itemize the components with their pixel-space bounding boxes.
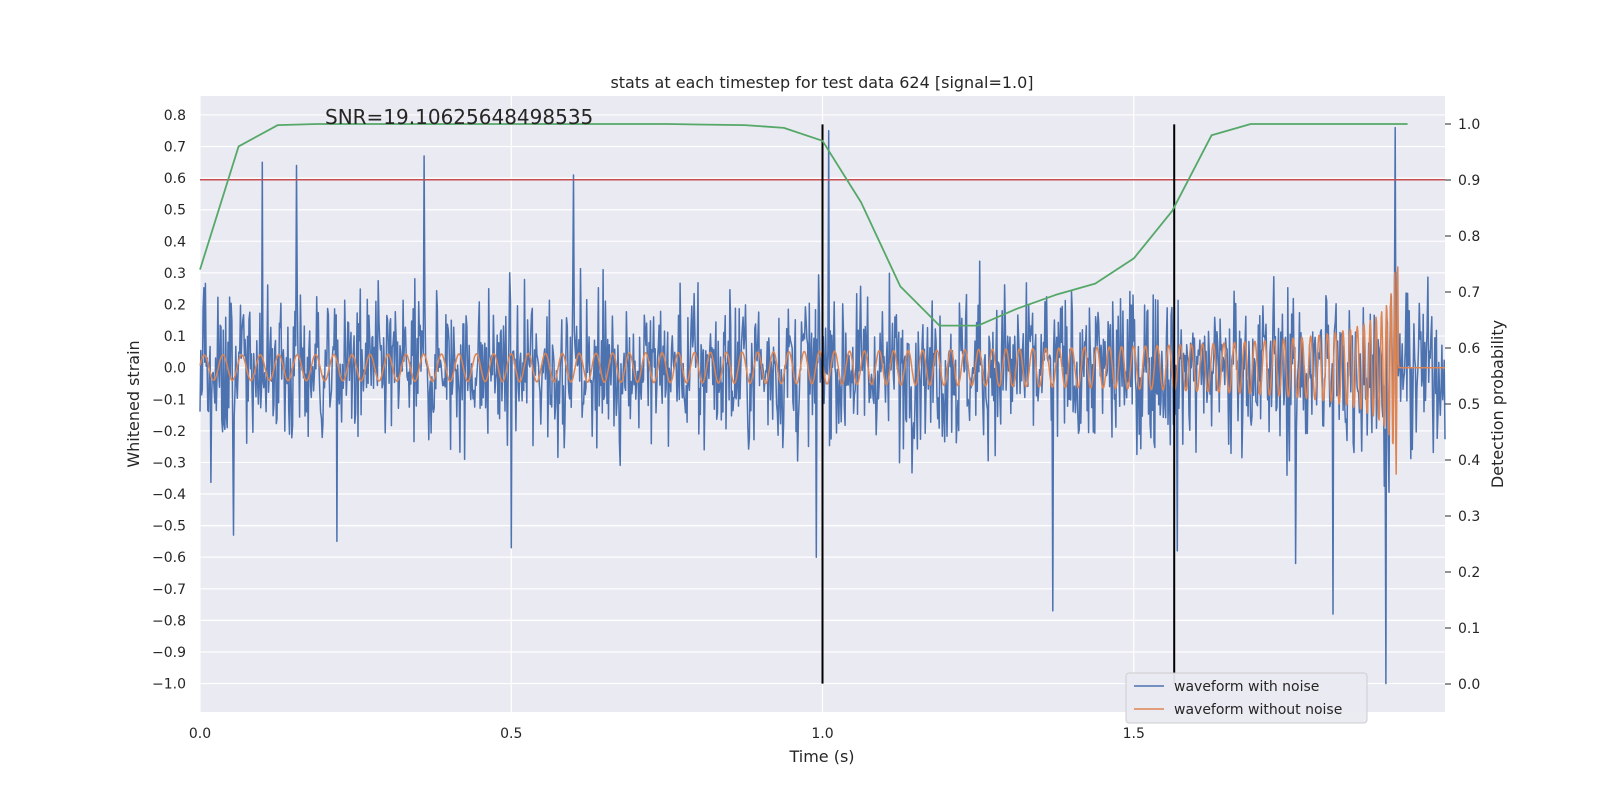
y-right-tick-label: 0.7	[1458, 285, 1480, 301]
y-tick-label: −1.0	[152, 677, 186, 693]
y-tick-label: −0.9	[152, 645, 186, 661]
y-tick-label: −0.3	[152, 455, 186, 471]
x-tick-label: 0.0	[189, 726, 211, 742]
series-detection-probability	[199, 123, 1408, 327]
y-right-tick-label: 0.4	[1458, 453, 1480, 469]
y-right-tick-label: 0.2	[1458, 565, 1480, 581]
x-tick-label: 0.5	[500, 726, 522, 742]
y-right-tick-label: 0.5	[1458, 397, 1480, 413]
y-right-ticks: 1.0 0.9 0.8 0.7 0.6 0.5 0.4 0.3 0.2 0.1 0.0	[1445, 117, 1480, 693]
y-tick-label: 0.8	[164, 108, 186, 124]
y-tick-label: −0.5	[152, 519, 186, 535]
y-tick-label: −0.7	[152, 582, 186, 598]
y-tick-label: −0.2	[152, 424, 186, 440]
snr-annotation: SNR=19.10625648498535	[325, 105, 593, 129]
y-tick-label: 0.5	[164, 203, 186, 219]
x-tick-label: 1.5	[1123, 726, 1145, 742]
y-tick-label: 0.4	[164, 234, 186, 250]
legend-label-clean: waveform without noise	[1174, 702, 1342, 718]
y-tick-label: 0.2	[164, 297, 186, 313]
y-axis-label: Whitened strain	[124, 340, 143, 467]
y-tick-label: −0.1	[152, 392, 186, 408]
legend-label-noise: waveform with noise	[1174, 679, 1319, 695]
y-tick-label: 0.3	[164, 266, 186, 282]
y-tick-label: 0.1	[164, 329, 186, 345]
y-right-tick-label: 0.9	[1458, 173, 1480, 189]
y-right-tick-label: 1.0	[1458, 117, 1480, 133]
y-tick-label: −0.4	[152, 487, 186, 503]
y-right-tick-label: 0.3	[1458, 509, 1480, 525]
x-axis-label: Time (s)	[788, 747, 854, 766]
x-tick-label: 1.0	[811, 726, 833, 742]
y-tick-label: −0.8	[152, 613, 186, 629]
x-ticks: 0.0 0.5 1.0 1.5	[189, 726, 1145, 742]
legend: waveform with noise waveform without noi…	[1125, 672, 1368, 724]
y-right-axis-label: Detection probability	[1488, 320, 1507, 488]
chart-title: stats at each timestep for test data 624…	[610, 73, 1033, 92]
y-tick-label: 0.6	[164, 171, 186, 187]
y-right-tick-label: 0.6	[1458, 341, 1480, 357]
series-layer	[199, 123, 1446, 685]
y-tick-label: 0.7	[164, 140, 186, 156]
y-tick-label: −0.6	[152, 550, 186, 566]
y-ticks: 0.8 0.7 0.6 0.5 0.4 0.3 0.2 0.1 0.0 −0.1 −0.2 −0.3 −…	[152, 108, 186, 693]
legend-box	[1125, 672, 1368, 724]
y-right-tick-label: 0.0	[1458, 677, 1480, 693]
y-right-tick-label: 0.1	[1458, 621, 1480, 637]
y-right-tick-label: 0.8	[1458, 229, 1480, 245]
y-tick-label: 0.0	[164, 361, 186, 377]
